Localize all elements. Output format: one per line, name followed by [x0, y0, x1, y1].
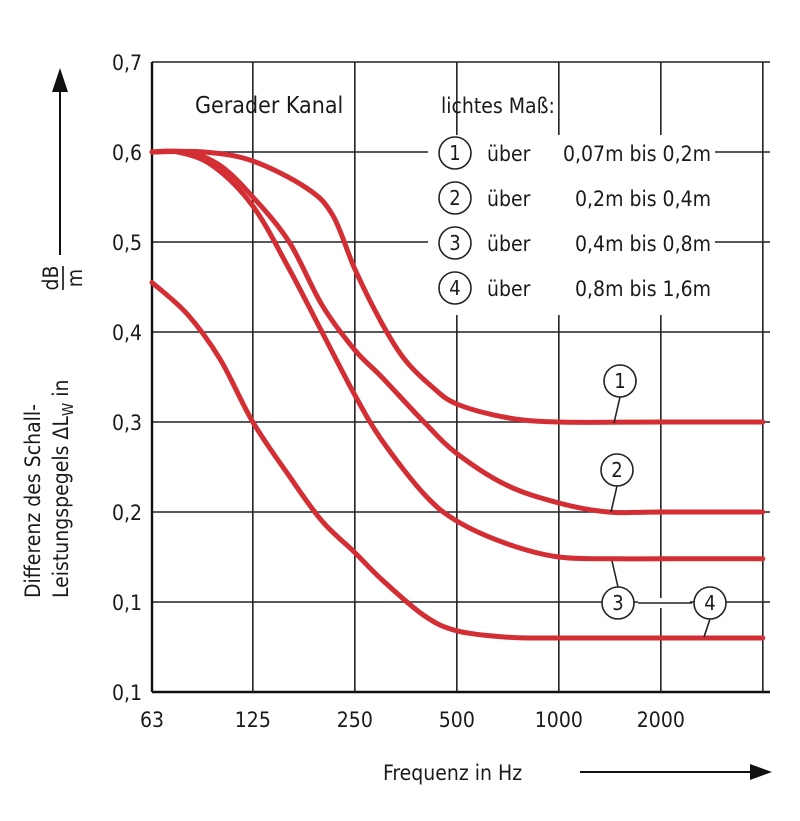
legend-marker-4 [438, 271, 472, 305]
y-axis-title-line2: Leistungspegels ΔLW in [49, 380, 77, 598]
y-tick-label: 0,6 [112, 141, 142, 165]
legend-prefix-3: über [487, 232, 531, 256]
legend-range-3: 0,4m bis 0,8m [575, 232, 711, 256]
y-tick-label: 0,3 [112, 411, 142, 435]
legend-prefix-4: über [487, 277, 531, 301]
x-tick-label: 125 [235, 708, 271, 732]
legend-background [428, 135, 715, 315]
y-tick-label: 0,5 [112, 231, 142, 255]
callout-leader-1 [613, 396, 621, 424]
curves [149, 148, 766, 641]
x-axis-title: Frequenz in Hz [383, 761, 522, 785]
callout-marker-1-label: 1 [614, 369, 625, 393]
callout-leader-3 [611, 560, 619, 588]
y-axis-title-line1: Differenz des Schall- [21, 404, 45, 598]
y-tick-label: 0,4 [112, 321, 142, 345]
legend-marker-2-label: 2 [449, 186, 460, 210]
y-axis-title: Differenz des Schall- Leistungspegels ΔLW… [21, 266, 87, 598]
series-line-2 [149, 148, 766, 516]
x-axis-arrow-head [750, 764, 772, 780]
y-axis-unit-numerator: dB [39, 266, 63, 291]
legend-marker-2 [438, 181, 472, 215]
legend-range-2: 0,2m bis 0,4m [575, 187, 711, 211]
y-tick-label: 0,7 [112, 51, 142, 75]
y-tick-label: 0,1 [112, 681, 142, 705]
legend-prefix-2: über [487, 187, 531, 211]
series-line-1 [149, 148, 766, 425]
legend-range-4: 0,8m bis 1,6m [575, 277, 711, 301]
x-tick-label: 500 [439, 708, 475, 732]
legend-prefix-1: über [487, 142, 531, 166]
legend-marker-3-label: 3 [449, 231, 460, 255]
y-axis-arrow-head [52, 68, 68, 92]
callout-marker-3-label: 3 [612, 591, 623, 615]
x-tick-label: 1000 [535, 708, 583, 732]
legend-marker-1-label: 1 [449, 141, 460, 165]
y-tick-label: 0,1 [112, 591, 142, 615]
legend-marker-3 [438, 226, 472, 260]
callout-leader-4 [703, 618, 711, 638]
series-line-3 [149, 148, 766, 562]
series-line-4 [149, 280, 766, 641]
x-tick-label: 63 [140, 708, 164, 732]
y-tick-label: 0,2 [112, 501, 142, 525]
y-axis-unit-denominator: m [63, 269, 87, 287]
legend-range-1: 0,07m bis 0,2m [563, 142, 711, 166]
labels: 0,1 0,1 0,2 0,3 0,4 0,5 0,6 0,7 63 125 250 500 1000 2… [21, 51, 772, 785]
callout-marker-2-label: 2 [611, 458, 622, 482]
chart-heading: Gerader Kanal [195, 93, 343, 119]
legend-marker-1 [438, 136, 472, 170]
callout-leader-2 [610, 485, 618, 513]
legend-marker-4-label: 4 [449, 276, 460, 300]
x-tick-label: 250 [337, 708, 373, 732]
x-tick-label: 2000 [637, 708, 685, 732]
legend-title: lichtes Maß: [441, 94, 555, 118]
callout-marker-4-label: 4 [704, 591, 715, 615]
